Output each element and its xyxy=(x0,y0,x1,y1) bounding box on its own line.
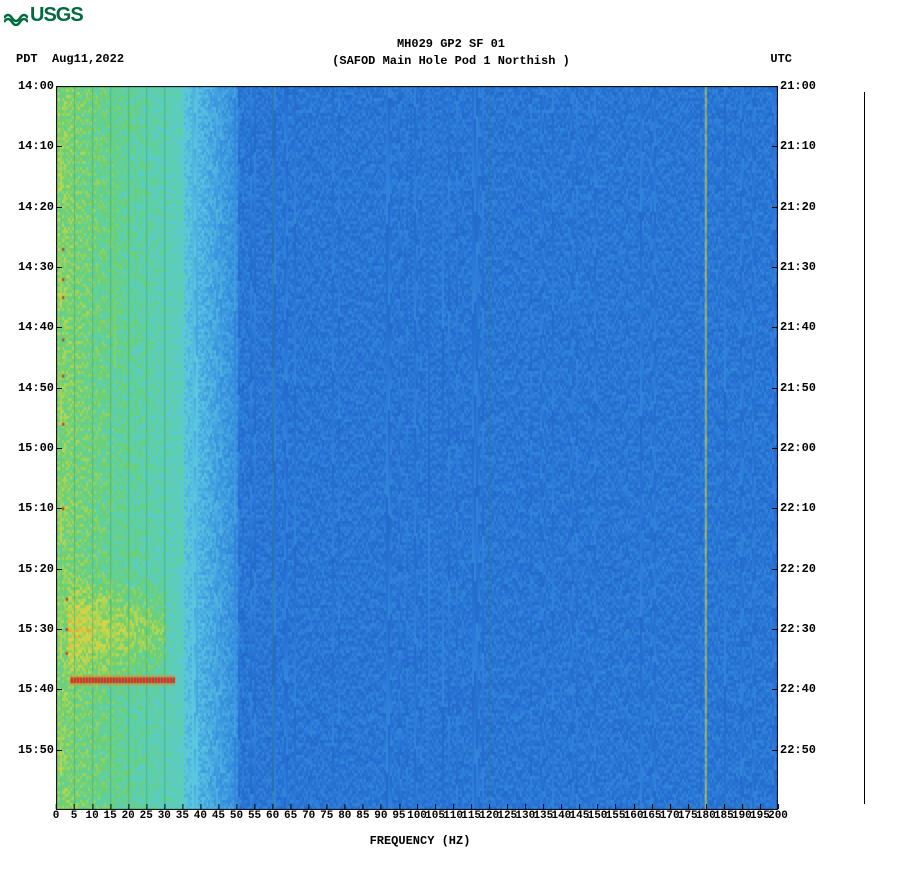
x-tick: 35 xyxy=(176,810,189,822)
y-axis-left: 14:0014:1014:2014:3014:4014:5015:0015:10… xyxy=(0,86,54,810)
x-tick: 100 xyxy=(407,810,427,822)
y-tick-right: 21:00 xyxy=(780,79,840,93)
x-tick: 105 xyxy=(425,810,445,822)
y-tick-right: 21:50 xyxy=(780,381,840,395)
x-tick: 20 xyxy=(122,810,135,822)
y-tick-left: 14:10 xyxy=(0,139,54,153)
usgs-logo: USGS xyxy=(4,4,83,27)
x-tick: 15 xyxy=(104,810,117,822)
spectrogram-canvas xyxy=(56,86,778,810)
y-tick-right: 22:40 xyxy=(780,682,840,696)
x-tick: 115 xyxy=(461,810,481,822)
x-axis-label: FREQUENCY (HZ) xyxy=(0,834,840,848)
x-tick: 110 xyxy=(443,810,463,822)
x-tick: 45 xyxy=(212,810,225,822)
x-tick: 40 xyxy=(194,810,207,822)
right-timezone-label: UTC xyxy=(770,52,792,66)
y-tick-left: 14:20 xyxy=(0,200,54,214)
x-tick: 135 xyxy=(533,810,553,822)
y-tick-left: 14:00 xyxy=(0,79,54,93)
x-tick: 195 xyxy=(750,810,770,822)
y-axis-right: 21:0021:1021:2021:3021:4021:5022:0022:10… xyxy=(780,86,840,810)
x-tick: 10 xyxy=(85,810,98,822)
x-tick: 200 xyxy=(768,810,788,822)
y-tick-right: 21:20 xyxy=(780,200,840,214)
x-tick: 165 xyxy=(642,810,662,822)
x-tick: 170 xyxy=(660,810,680,822)
x-tick: 5 xyxy=(71,810,78,822)
x-tick: 190 xyxy=(732,810,752,822)
x-tick: 60 xyxy=(266,810,279,822)
x-tick: 30 xyxy=(158,810,171,822)
y-tick-left: 15:40 xyxy=(0,682,54,696)
x-tick: 90 xyxy=(374,810,387,822)
y-tick-left: 14:30 xyxy=(0,260,54,274)
y-tick-left: 14:40 xyxy=(0,320,54,334)
y-tick-right: 22:30 xyxy=(780,622,840,636)
spectrogram-plot xyxy=(56,86,778,810)
x-tick: 95 xyxy=(392,810,405,822)
y-tick-left: 15:50 xyxy=(0,743,54,757)
logo-text: USGS xyxy=(30,4,83,27)
x-tick: 130 xyxy=(515,810,535,822)
colorbar-placeholder xyxy=(864,92,865,804)
x-tick: 65 xyxy=(284,810,297,822)
y-tick-left: 15:20 xyxy=(0,562,54,576)
x-tick: 75 xyxy=(320,810,333,822)
x-tick: 85 xyxy=(356,810,369,822)
y-tick-right: 21:10 xyxy=(780,139,840,153)
y-tick-right: 22:10 xyxy=(780,501,840,515)
title-line-1: MH029 GP2 SF 01 xyxy=(0,36,902,53)
x-tick: 70 xyxy=(302,810,315,822)
x-tick: 145 xyxy=(570,810,590,822)
x-tick: 80 xyxy=(338,810,351,822)
y-tick-left: 15:10 xyxy=(0,501,54,515)
y-tick-left: 14:50 xyxy=(0,381,54,395)
left-timezone-label: PDT Aug11,2022 xyxy=(16,52,124,66)
chart-title: MH029 GP2 SF 01 (SAFOD Main Hole Pod 1 N… xyxy=(0,36,902,70)
x-tick: 55 xyxy=(248,810,261,822)
x-tick: 140 xyxy=(551,810,571,822)
x-tick: 50 xyxy=(230,810,243,822)
title-line-2: (SAFOD Main Hole Pod 1 Northish ) xyxy=(0,53,902,70)
x-tick: 120 xyxy=(479,810,499,822)
x-tick: 185 xyxy=(714,810,734,822)
x-tick: 25 xyxy=(140,810,153,822)
y-tick-right: 21:40 xyxy=(780,320,840,334)
y-tick-right: 22:00 xyxy=(780,441,840,455)
x-tick: 0 xyxy=(53,810,60,822)
y-tick-right: 22:20 xyxy=(780,562,840,576)
x-tick: 150 xyxy=(588,810,608,822)
usgs-wave-icon xyxy=(4,6,28,26)
y-tick-left: 15:00 xyxy=(0,441,54,455)
y-tick-left: 15:30 xyxy=(0,622,54,636)
y-tick-right: 21:30 xyxy=(780,260,840,274)
x-tick: 175 xyxy=(678,810,698,822)
x-tick: 125 xyxy=(497,810,517,822)
x-tick: 180 xyxy=(696,810,716,822)
y-tick-right: 22:50 xyxy=(780,743,840,757)
x-tick: 155 xyxy=(606,810,626,822)
x-tick: 160 xyxy=(624,810,644,822)
